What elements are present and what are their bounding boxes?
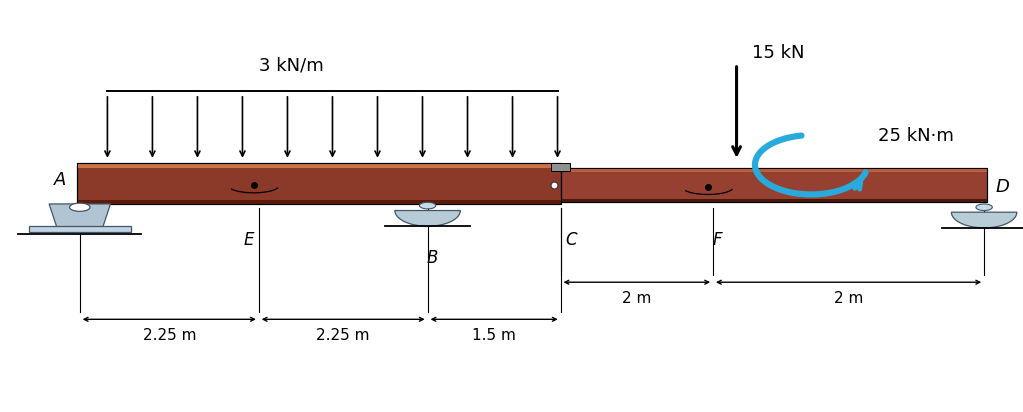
Text: 2.25 m: 2.25 m — [316, 328, 370, 343]
Bar — [29, 226, 131, 232]
Circle shape — [419, 202, 436, 209]
Text: 2.25 m: 2.25 m — [142, 328, 196, 343]
Text: D: D — [995, 178, 1010, 196]
Text: A: A — [54, 171, 66, 189]
Text: 1.5 m: 1.5 m — [473, 328, 516, 343]
Circle shape — [70, 203, 90, 211]
Bar — [561, 168, 987, 173]
Bar — [77, 163, 561, 204]
Bar — [561, 168, 987, 202]
Bar — [561, 168, 987, 202]
Bar — [77, 163, 561, 204]
Text: E: E — [243, 231, 254, 249]
Text: 15 kN: 15 kN — [752, 44, 804, 62]
Text: 2 m: 2 m — [834, 291, 863, 306]
Polygon shape — [49, 204, 110, 229]
Polygon shape — [395, 211, 460, 226]
Circle shape — [976, 204, 992, 211]
Polygon shape — [951, 212, 1017, 228]
Text: 25 kN·m: 25 kN·m — [878, 127, 953, 145]
Bar — [551, 163, 570, 171]
Text: B: B — [427, 249, 439, 267]
Bar — [561, 199, 987, 202]
Text: C: C — [566, 231, 577, 249]
Bar — [77, 163, 561, 168]
Bar — [77, 200, 561, 204]
Text: F: F — [713, 231, 722, 249]
Text: 2 m: 2 m — [622, 291, 652, 306]
Text: 3 kN/m: 3 kN/m — [259, 57, 324, 75]
